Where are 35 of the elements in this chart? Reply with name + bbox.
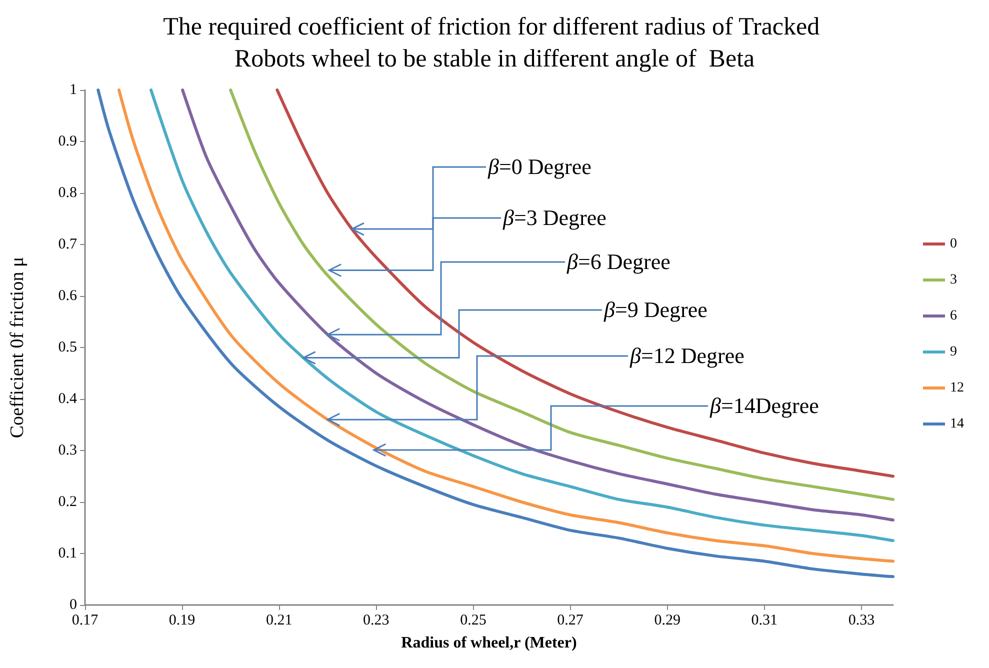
y-tick-label: 0.7 [58, 236, 78, 252]
annotation: β=0 Degree [487, 154, 592, 179]
y-tick-label: 1 [70, 82, 77, 98]
x-tick-label: 0.25 [460, 612, 486, 628]
annotation: β=9 Degree [603, 297, 708, 322]
x-tick-label: 0.19 [168, 612, 196, 628]
x-tick-label: 0.27 [557, 612, 584, 628]
y-tick-label: 0.1 [58, 546, 77, 562]
annotation: β=3 Degree [502, 205, 606, 230]
y-tick-label: 0.2 [58, 494, 77, 510]
x-tick-label: 0.29 [654, 612, 680, 628]
y-tick-label: 0.4 [58, 391, 78, 407]
annotation: β=6 Degree [566, 249, 670, 274]
y-tick-label: 0.6 [58, 288, 78, 304]
y-tick-label: 0.8 [58, 185, 77, 201]
legend-label: 12 [950, 380, 964, 396]
x-tick-label: 0.31 [751, 612, 778, 628]
y-tick-label: 0.5 [58, 340, 77, 356]
x-axis-title: Radius of wheel,r (Meter) [401, 634, 577, 652]
annotation: β=12 Degree [629, 343, 744, 368]
legend-label: 6 [950, 308, 957, 324]
y-axis-title: Coefficient 0f friction μ [7, 256, 28, 438]
legend-label: 3 [950, 272, 957, 288]
y-tick-label: 0.9 [58, 134, 77, 150]
x-tick-label: 0.33 [848, 612, 875, 628]
legend-label: 14 [950, 416, 964, 432]
y-tick-label: 0 [70, 597, 77, 613]
y-tick-label: 0.3 [58, 442, 77, 458]
x-tick-label: 0.23 [363, 612, 390, 628]
legend-label: 0 [950, 236, 957, 252]
chart-title: The required coefficient of friction for different radius of Tracked Robots wheel to be stable in different angle of Beta [163, 14, 826, 72]
legend-label: 9 [950, 344, 957, 360]
annotation: β=14Degree [709, 393, 819, 418]
x-tick-label: 0.17 [72, 612, 99, 628]
x-tick-label: 0.21 [266, 612, 292, 628]
